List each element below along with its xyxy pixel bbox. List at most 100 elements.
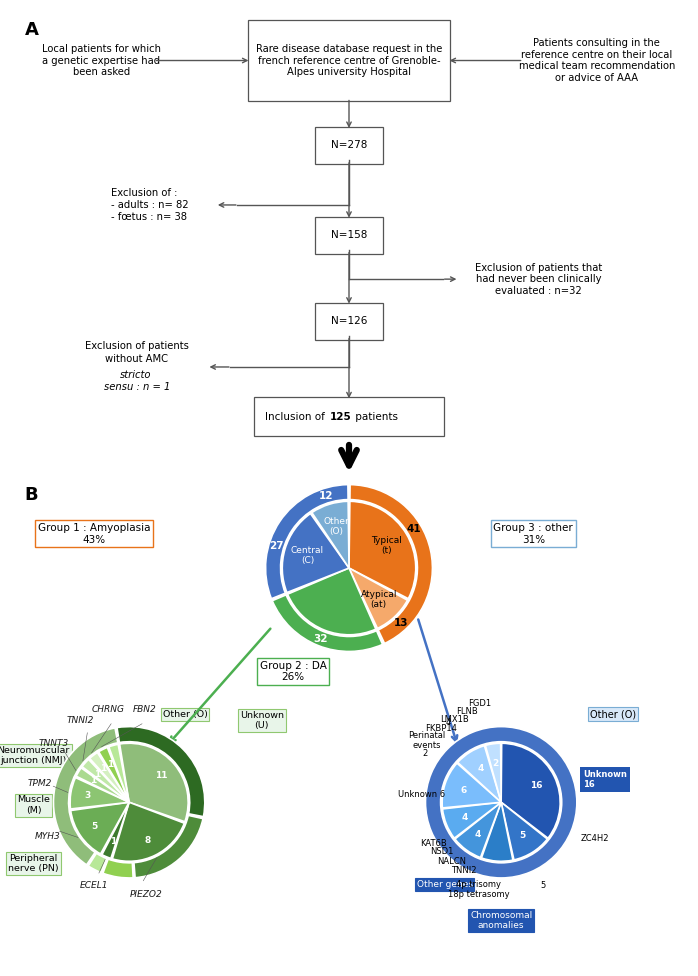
Text: 4: 4 bbox=[475, 830, 481, 838]
Text: 32: 32 bbox=[314, 633, 328, 643]
Wedge shape bbox=[501, 744, 560, 838]
FancyBboxPatch shape bbox=[254, 397, 445, 436]
Text: Inclusion of: Inclusion of bbox=[265, 412, 328, 422]
Text: KAT6B: KAT6B bbox=[419, 839, 447, 848]
Text: Neuromuscular
junction (NMJ): Neuromuscular junction (NMJ) bbox=[0, 746, 70, 765]
Text: Muscle
(M): Muscle (M) bbox=[17, 795, 50, 815]
Wedge shape bbox=[482, 802, 513, 861]
Text: Peripheral
nerve (PN): Peripheral nerve (PN) bbox=[8, 854, 59, 874]
Wedge shape bbox=[265, 485, 348, 598]
Text: 16: 16 bbox=[530, 781, 543, 790]
Text: 2: 2 bbox=[493, 758, 499, 768]
Text: ZC4H2: ZC4H2 bbox=[581, 834, 609, 843]
Text: Rare disease database request in the
french reference centre of Grenoble-
Alpes : Rare disease database request in the fre… bbox=[255, 44, 443, 77]
Text: 4p trisomy
18p tetrasomy: 4p trisomy 18p tetrasomy bbox=[447, 879, 510, 899]
Wedge shape bbox=[117, 726, 205, 817]
Text: 11: 11 bbox=[156, 770, 168, 780]
Wedge shape bbox=[109, 745, 129, 802]
Text: Chromosomal
anomalies: Chromosomal anomalies bbox=[470, 911, 533, 930]
Wedge shape bbox=[70, 802, 129, 854]
Text: Exclusion of :
- adults : n= 82
- fœtus : n= 38: Exclusion of : - adults : n= 82 - fœtus … bbox=[111, 188, 189, 222]
Text: 5: 5 bbox=[540, 881, 545, 890]
Wedge shape bbox=[70, 778, 129, 809]
Text: Group 1 : Amyoplasia
43%: Group 1 : Amyoplasia 43% bbox=[38, 523, 151, 545]
Wedge shape bbox=[312, 502, 349, 568]
Text: FKBP14: FKBP14 bbox=[424, 723, 456, 733]
Text: TNNI2: TNNI2 bbox=[451, 866, 476, 874]
Text: TPM2: TPM2 bbox=[28, 779, 52, 788]
FancyBboxPatch shape bbox=[248, 20, 450, 102]
Text: Other (O): Other (O) bbox=[163, 710, 207, 719]
Wedge shape bbox=[272, 594, 383, 651]
Text: Typical
(t): Typical (t) bbox=[371, 536, 401, 555]
Wedge shape bbox=[443, 802, 501, 838]
Text: 5: 5 bbox=[519, 832, 525, 840]
Wedge shape bbox=[134, 815, 203, 877]
Wedge shape bbox=[458, 746, 501, 802]
Text: 4: 4 bbox=[477, 764, 484, 773]
Wedge shape bbox=[288, 568, 376, 634]
FancyBboxPatch shape bbox=[315, 217, 383, 254]
Text: Patients consulting in the
reference centre on their local
medical team recommen: Patients consulting in the reference cen… bbox=[519, 38, 675, 83]
Wedge shape bbox=[89, 752, 129, 802]
Text: 1: 1 bbox=[94, 769, 101, 779]
Wedge shape bbox=[88, 853, 107, 873]
Text: Unknown 6: Unknown 6 bbox=[398, 791, 445, 799]
Wedge shape bbox=[103, 859, 133, 878]
Text: A: A bbox=[24, 21, 38, 39]
Text: LMX1B: LMX1B bbox=[440, 714, 468, 723]
Text: PIEZO2: PIEZO2 bbox=[129, 890, 162, 899]
Text: 4: 4 bbox=[445, 718, 451, 727]
Wedge shape bbox=[350, 485, 433, 643]
Text: B: B bbox=[24, 486, 38, 504]
Wedge shape bbox=[485, 744, 501, 802]
Text: Exclusion of patients: Exclusion of patients bbox=[85, 341, 188, 350]
Wedge shape bbox=[442, 763, 501, 808]
Text: 27: 27 bbox=[269, 542, 283, 551]
Wedge shape bbox=[119, 744, 188, 822]
Wedge shape bbox=[54, 728, 118, 865]
Text: 1: 1 bbox=[101, 764, 107, 773]
Wedge shape bbox=[102, 802, 129, 859]
FancyBboxPatch shape bbox=[315, 127, 383, 164]
Text: stricto: stricto bbox=[119, 370, 151, 380]
Text: 125: 125 bbox=[329, 412, 351, 422]
Text: 3: 3 bbox=[84, 792, 91, 800]
Text: TNNT3: TNNT3 bbox=[38, 739, 68, 748]
Text: N=126: N=126 bbox=[331, 316, 367, 326]
Text: NALCN: NALCN bbox=[438, 857, 466, 866]
Text: Exclusion of patients that
had never been clinically
evaluated : n=32: Exclusion of patients that had never bee… bbox=[475, 263, 602, 296]
Text: Local patients for which
a genetic expertise had
been asked: Local patients for which a genetic exper… bbox=[42, 44, 161, 77]
Text: 13: 13 bbox=[394, 619, 408, 629]
Text: 4: 4 bbox=[461, 812, 468, 822]
Text: ECEL1: ECEL1 bbox=[80, 881, 107, 890]
Wedge shape bbox=[426, 726, 577, 878]
Wedge shape bbox=[349, 568, 408, 629]
Text: FLNB: FLNB bbox=[456, 707, 478, 716]
Wedge shape bbox=[501, 802, 547, 860]
Text: Central
(C): Central (C) bbox=[291, 546, 324, 565]
Text: sensu : n = 1: sensu : n = 1 bbox=[103, 383, 170, 392]
Text: Unknown
(U): Unknown (U) bbox=[239, 711, 284, 730]
Text: 1: 1 bbox=[89, 776, 96, 785]
Wedge shape bbox=[455, 802, 501, 858]
Text: CHRNG: CHRNG bbox=[91, 706, 124, 714]
Text: Other (O): Other (O) bbox=[590, 710, 636, 719]
Text: MYH3: MYH3 bbox=[34, 832, 60, 841]
Text: N=158: N=158 bbox=[331, 230, 367, 240]
Text: NSD1: NSD1 bbox=[431, 847, 454, 856]
Text: 1: 1 bbox=[110, 836, 116, 846]
Text: Group 2 : DA
26%: Group 2 : DA 26% bbox=[260, 661, 327, 682]
Text: N=278: N=278 bbox=[331, 141, 367, 150]
Text: patients: patients bbox=[352, 412, 399, 422]
Text: without AMC: without AMC bbox=[105, 354, 168, 364]
Wedge shape bbox=[76, 768, 129, 802]
Text: Perinatal
events: Perinatal events bbox=[408, 730, 445, 750]
FancyBboxPatch shape bbox=[315, 303, 383, 340]
Text: 41: 41 bbox=[407, 524, 422, 534]
Wedge shape bbox=[98, 748, 129, 802]
Wedge shape bbox=[112, 802, 184, 861]
Text: FBN2: FBN2 bbox=[133, 706, 156, 714]
Wedge shape bbox=[82, 759, 129, 802]
Text: 8: 8 bbox=[144, 835, 151, 845]
